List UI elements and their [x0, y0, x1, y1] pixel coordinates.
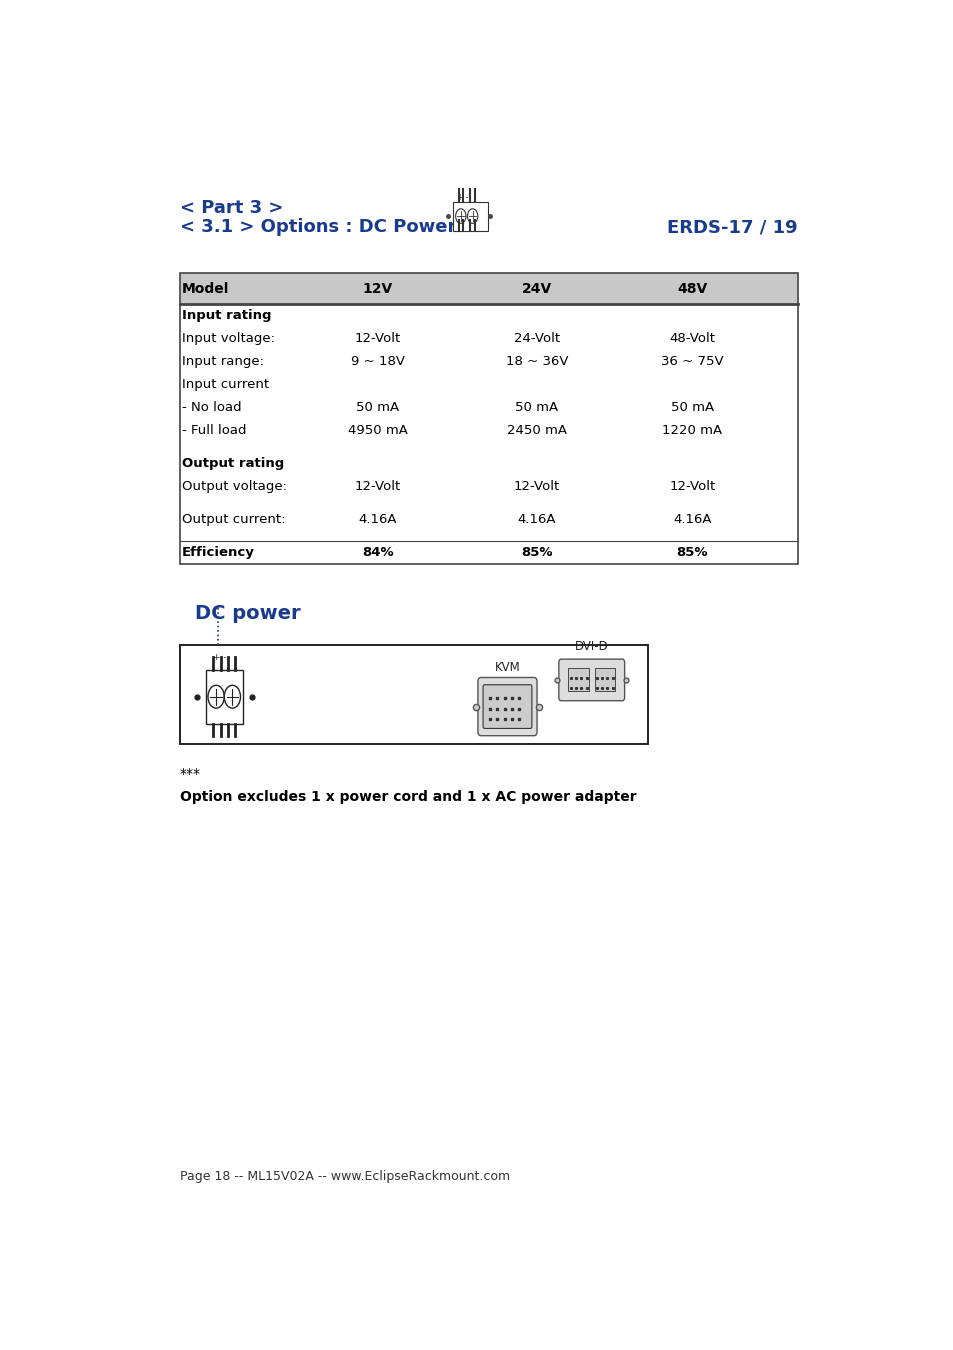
Text: 85%: 85%: [520, 547, 552, 559]
Text: ERDS-17 / 19: ERDS-17 / 19: [667, 219, 797, 236]
Text: 4950 mA: 4950 mA: [348, 424, 408, 436]
Text: 4.16A: 4.16A: [517, 513, 556, 526]
Text: - Full load: - Full load: [182, 424, 246, 436]
FancyBboxPatch shape: [558, 659, 624, 701]
Text: DC power: DC power: [194, 603, 300, 622]
Text: Input current: Input current: [182, 378, 269, 392]
Text: Output voltage:: Output voltage:: [182, 479, 287, 493]
Text: 18 ~ 36V: 18 ~ 36V: [505, 355, 568, 369]
Text: Output current:: Output current:: [182, 513, 285, 526]
Text: 2450 mA: 2450 mA: [506, 424, 566, 436]
Bar: [180, 273, 797, 304]
Text: + -: + -: [456, 193, 468, 202]
Text: 4.16A: 4.16A: [672, 513, 711, 526]
Text: Option excludes 1 x power cord and 1 x AC power adapter: Option excludes 1 x power cord and 1 x A…: [180, 790, 636, 803]
Text: Input range:: Input range:: [182, 355, 264, 369]
Text: 1220 mA: 1220 mA: [661, 424, 721, 436]
Text: < 3.1 > Options : DC Power: < 3.1 > Options : DC Power: [180, 219, 456, 236]
Text: Input rating: Input rating: [182, 309, 272, 323]
Text: 50 mA: 50 mA: [670, 401, 713, 414]
Text: 4.16A: 4.16A: [358, 513, 396, 526]
Text: 12-Volt: 12-Volt: [514, 479, 559, 493]
Bar: [568, 668, 588, 691]
Text: 24V: 24V: [521, 282, 552, 296]
Text: Output rating: Output rating: [182, 456, 284, 470]
Text: Model: Model: [182, 282, 230, 296]
Text: 36 ~ 75V: 36 ~ 75V: [660, 355, 722, 369]
Text: 12-Volt: 12-Volt: [668, 479, 715, 493]
Text: 12V: 12V: [362, 282, 393, 296]
Text: 12-Volt: 12-Volt: [355, 479, 400, 493]
Text: 85%: 85%: [676, 547, 707, 559]
Text: 48V: 48V: [677, 282, 706, 296]
Text: 84%: 84%: [362, 547, 394, 559]
Text: 48-Volt: 48-Volt: [669, 332, 715, 346]
Text: 24-Volt: 24-Volt: [514, 332, 559, 346]
Text: KVM: KVM: [494, 660, 519, 674]
Text: + -: + -: [213, 652, 227, 662]
Bar: [594, 668, 615, 691]
Text: 50 mA: 50 mA: [356, 401, 399, 414]
FancyBboxPatch shape: [482, 684, 532, 729]
Bar: [206, 670, 242, 724]
Text: - No load: - No load: [182, 401, 241, 414]
FancyBboxPatch shape: [453, 201, 488, 231]
Text: Efficiency: Efficiency: [182, 547, 254, 559]
Text: DVI-D: DVI-D: [575, 640, 608, 653]
Text: Input voltage:: Input voltage:: [182, 332, 274, 346]
Bar: [180, 273, 797, 564]
Text: Page 18 -- ML15V02A -- www.EclipseRackmount.com: Page 18 -- ML15V02A -- www.EclipseRackmo…: [180, 1170, 510, 1183]
Bar: [180, 645, 647, 744]
Text: 50 mA: 50 mA: [515, 401, 558, 414]
Text: < Part 3 >: < Part 3 >: [180, 200, 283, 217]
Text: ***: ***: [180, 767, 201, 782]
Text: 12-Volt: 12-Volt: [355, 332, 400, 346]
FancyBboxPatch shape: [477, 678, 537, 736]
Text: 9 ~ 18V: 9 ~ 18V: [351, 355, 405, 369]
